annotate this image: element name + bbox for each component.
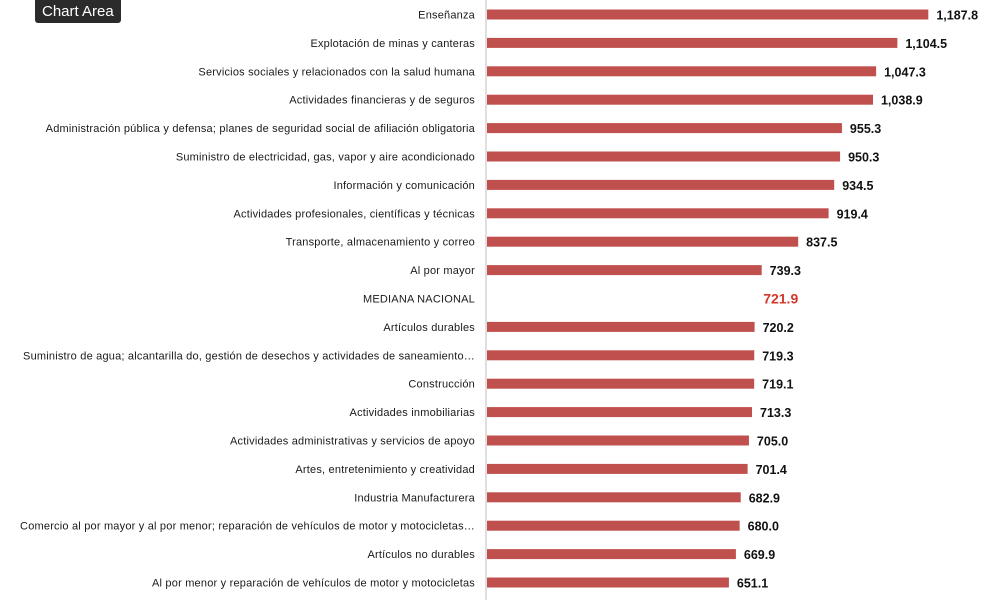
bar[interactable] xyxy=(487,9,929,20)
bar[interactable] xyxy=(487,407,753,418)
category-label: Al por mayor xyxy=(410,265,475,277)
value-label: 680.0 xyxy=(748,520,779,534)
bar[interactable] xyxy=(487,549,736,560)
value-label: 955.3 xyxy=(850,122,881,136)
category-label: Al por menor y reparación de vehículos d… xyxy=(152,578,475,590)
category-label: Información y comunicación xyxy=(333,180,475,192)
category-label: Explotación de minas y canteras xyxy=(310,38,475,50)
value-label: 919.4 xyxy=(837,207,868,221)
value-label: 1,047.3 xyxy=(884,65,926,79)
category-label: Actividades profesionales, científicas y… xyxy=(233,208,475,220)
bar[interactable] xyxy=(487,151,841,162)
bar[interactable] xyxy=(487,37,898,48)
category-label: Comercio al por mayor y al por menor; re… xyxy=(20,521,475,533)
value-label: 1,038.9 xyxy=(881,94,923,108)
median-value-label: 721.9 xyxy=(763,291,798,307)
bar[interactable] xyxy=(487,94,873,105)
value-label: 705.0 xyxy=(757,435,788,449)
category-label: Artes, entretenimiento y creatividad xyxy=(295,464,475,476)
category-label: Administración pública y defensa; planes… xyxy=(46,123,476,135)
value-label: 719.3 xyxy=(762,349,793,363)
value-label: 837.5 xyxy=(806,236,837,250)
category-label: Artículos no durables xyxy=(367,549,475,561)
bar[interactable] xyxy=(487,435,749,446)
bar[interactable] xyxy=(487,321,755,332)
value-label: 713.3 xyxy=(760,406,791,420)
chart-area-tooltip: Chart Area xyxy=(35,0,121,23)
bar[interactable] xyxy=(487,123,842,134)
value-label: 720.2 xyxy=(763,321,794,335)
category-label: Construcción xyxy=(408,379,475,391)
category-label: Actividades administrativas y servicios … xyxy=(230,436,475,448)
category-label: Actividades financieras y de seguros xyxy=(289,95,475,107)
bar[interactable] xyxy=(487,236,799,247)
bar[interactable] xyxy=(487,208,829,219)
category-label: Artículos durables xyxy=(383,322,475,334)
value-label: 682.9 xyxy=(749,491,780,505)
value-label: 1,104.5 xyxy=(905,37,947,51)
value-label: 701.4 xyxy=(756,463,787,477)
value-label: 934.5 xyxy=(842,179,873,193)
value-label: 669.9 xyxy=(744,548,775,562)
value-label: 739.3 xyxy=(770,264,801,278)
category-label: Suministro de agua; alcantarilla do, ges… xyxy=(23,350,475,362)
value-label: 950.3 xyxy=(848,151,879,165)
category-label: Suministro de electricidad, gas, vapor y… xyxy=(176,152,475,164)
category-label: MEDIANA NACIONAL xyxy=(363,294,475,306)
category-label: Industria Manufacturera xyxy=(354,492,475,504)
bar[interactable] xyxy=(487,66,877,77)
category-label: Actividades inmobiliarias xyxy=(350,407,476,419)
bar[interactable] xyxy=(487,463,748,474)
category-label: Transporte, almacenamiento y correo xyxy=(286,237,475,249)
category-label: Servicios sociales y relacionados con la… xyxy=(198,66,475,78)
value-label: 651.1 xyxy=(737,577,768,591)
bar[interactable] xyxy=(487,492,741,503)
bar[interactable] xyxy=(487,265,762,276)
value-label: 1,187.8 xyxy=(936,9,978,23)
bar[interactable] xyxy=(487,577,729,588)
bar[interactable] xyxy=(487,350,755,361)
value-label: 719.1 xyxy=(762,378,793,392)
bar[interactable] xyxy=(487,378,755,389)
category-label: Enseñanza xyxy=(418,10,476,22)
bar[interactable] xyxy=(487,520,740,531)
bar[interactable] xyxy=(487,179,835,190)
